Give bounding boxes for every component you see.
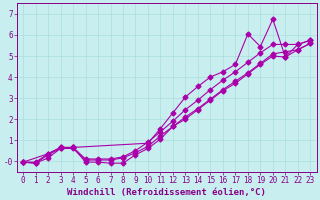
X-axis label: Windchill (Refroidissement éolien,°C): Windchill (Refroidissement éolien,°C) bbox=[67, 188, 266, 197]
